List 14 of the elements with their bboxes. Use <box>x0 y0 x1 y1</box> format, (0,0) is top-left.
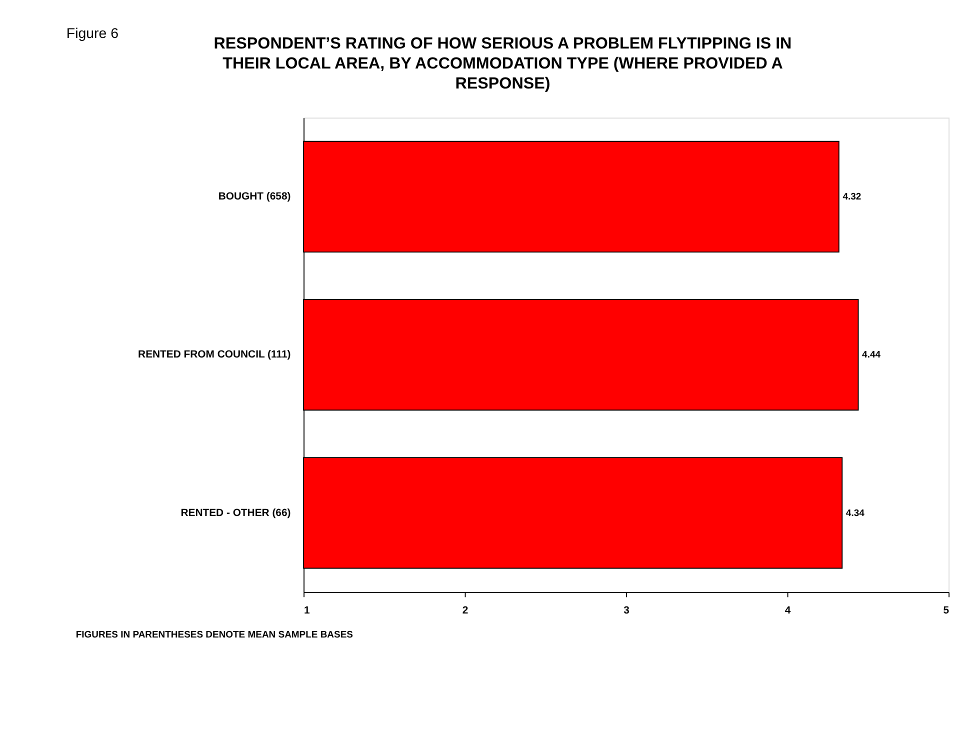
x-tick-label: 4 <box>784 605 791 616</box>
x-tick-label: 2 <box>462 605 468 616</box>
y-tick-label: RENTED FROM COUNCIL (111) <box>138 350 291 361</box>
text: FIGURES IN PARENTHESES DENOTE MEAN SAMPLE BASES <box>76 629 353 640</box>
x-tick-label: 1 <box>304 605 310 616</box>
data-label: 4.34 <box>846 508 866 519</box>
caption: Figure 6 <box>66 26 119 42</box>
y-tick-label: RENTED - OTHER (66) <box>180 508 291 519</box>
data-label: 4.32 <box>842 192 862 203</box>
chart-title: RESPONDENT’S RATING OF HOW SERIOUS A PROBLEM FLYTIPPING IS IN THEIR LOCAL AREA, BY ACCOMMODATION TYPE (WHERE PROVIDED A RESPONSE) <box>214 34 792 92</box>
y-tick-label: BOUGHT (658) <box>218 192 291 203</box>
data-label: 4.44 <box>862 350 882 361</box>
x-tick-label: 3 <box>624 605 630 616</box>
x-tick-label: 5 <box>943 605 950 616</box>
